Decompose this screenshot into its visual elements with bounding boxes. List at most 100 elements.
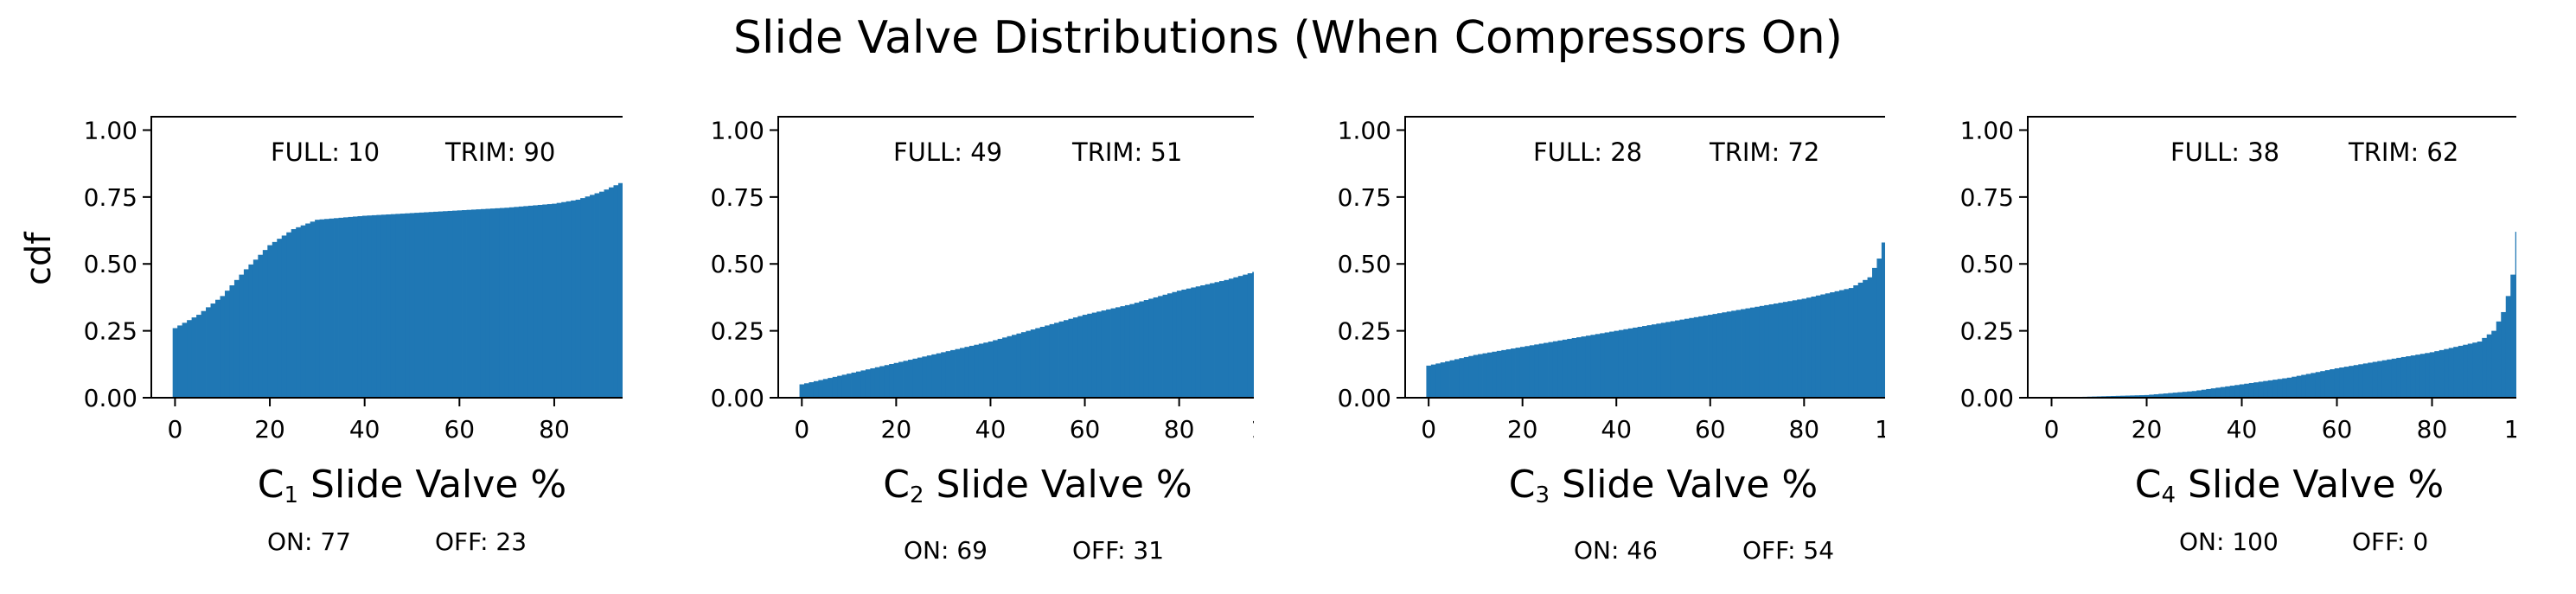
cdf-bar xyxy=(617,182,623,398)
cdf-bar xyxy=(1848,288,1854,398)
cdf-bar xyxy=(476,209,482,398)
cdf-bar xyxy=(813,380,819,398)
trim-annotation: TRIM: 90 xyxy=(444,137,555,167)
cdf-bar xyxy=(2144,394,2150,398)
cdf-bar xyxy=(2510,274,2516,398)
cdf-bar xyxy=(233,279,240,398)
y-tick-label: 0.50 xyxy=(84,250,137,278)
cdf-bar xyxy=(2292,376,2298,398)
cdf-bar xyxy=(2253,382,2260,398)
cdf-bar xyxy=(604,189,610,398)
cdf-bar xyxy=(2191,391,2197,398)
cdf-bar xyxy=(443,211,449,398)
x-tick-label: 20 xyxy=(2132,415,2163,444)
cdf-bar xyxy=(324,219,329,398)
cdf-bar xyxy=(1557,340,1563,398)
x-tick-label: 20 xyxy=(1507,415,1538,444)
cdf-bar xyxy=(1764,304,1770,398)
cdf-bar xyxy=(2372,361,2378,398)
cdf-bar xyxy=(1759,305,1765,398)
cdf-bar xyxy=(1012,335,1017,398)
cdf-bar xyxy=(2429,352,2435,398)
cdf-bar xyxy=(599,191,604,398)
cdf-bar xyxy=(243,269,249,398)
cdf-bar xyxy=(433,211,439,398)
cdf-bar xyxy=(1778,303,1784,398)
cdf-bar xyxy=(1486,352,1493,398)
x-tick-label: 60 xyxy=(1070,415,1101,444)
cdf-bar xyxy=(955,348,961,398)
cdf-bar xyxy=(191,317,197,398)
cdf-bar xyxy=(305,223,311,398)
y-tick-label: 1.00 xyxy=(1338,116,1391,144)
cdf-bar xyxy=(428,212,434,398)
cdf-bar xyxy=(1515,348,1521,398)
x-axis-label-subscript: 2 xyxy=(910,482,924,508)
cdf-bar xyxy=(2496,321,2502,398)
cdf-bar xyxy=(2196,390,2202,398)
cdf-bar xyxy=(1129,303,1135,398)
cdf-bar xyxy=(1745,308,1751,398)
chart-panel-c4: 0.00 0.25 0.50 0.75 1.00 0 20 40 60 80 100 FULL: 38… xyxy=(1894,0,2516,594)
cdf-bar xyxy=(1571,337,1577,398)
cdf-bar xyxy=(1600,333,1606,398)
cdf-bar xyxy=(480,208,486,398)
cdf-bar xyxy=(542,204,548,398)
cdf-bar xyxy=(1830,292,1835,398)
cdf-bar xyxy=(931,354,937,398)
cdf-bar xyxy=(1618,329,1624,398)
cdf-bar xyxy=(1077,316,1083,398)
cdf-bar xyxy=(1633,327,1639,398)
cdf-bar xyxy=(613,185,619,398)
cdf-bar xyxy=(1176,291,1182,398)
cdf-bar xyxy=(2444,348,2450,398)
cdf-bar xyxy=(1430,364,1436,398)
cdf-bar xyxy=(1252,271,1254,398)
cdf-bar xyxy=(1604,332,1610,398)
cdf-bar xyxy=(386,214,392,398)
cdf-bar xyxy=(2320,371,2326,398)
cdf-bar xyxy=(329,218,335,398)
cdf-bar xyxy=(922,356,928,398)
cdf-bar xyxy=(1853,285,1859,398)
cdf-bar xyxy=(2515,232,2516,398)
cdf-bar xyxy=(945,351,951,398)
chart-svg: 0.000.250.500.751.00020406080100FULL: 10… xyxy=(84,116,623,444)
axes-frame xyxy=(150,116,623,399)
cdf-bar xyxy=(889,364,895,398)
x-tick-label: 0 xyxy=(2044,415,2060,444)
cdf-bar xyxy=(1534,344,1540,398)
cdf-bar xyxy=(277,239,283,398)
cdf-bar xyxy=(2415,354,2421,398)
y-tick-label: 0.50 xyxy=(1338,250,1391,278)
cdf-bar xyxy=(1881,242,1885,398)
x-tick-label: 100 xyxy=(1250,415,1254,444)
cdf-bar xyxy=(409,213,415,398)
x-axis-label: C1 Slide Valve % xyxy=(170,463,655,508)
cdf-bar xyxy=(1091,312,1097,398)
cdf-bar xyxy=(310,221,316,398)
cdf-bar xyxy=(1026,330,1032,398)
cdf-bar xyxy=(1214,282,1220,398)
cdf-bar xyxy=(419,212,425,398)
x-axis-label-suffix: Slide Valve % xyxy=(298,463,567,507)
cdf-bar xyxy=(2439,349,2445,398)
cdf-bar xyxy=(1716,313,1723,398)
cdf-bar xyxy=(1815,295,1821,398)
y-tick-label: 0.25 xyxy=(1338,317,1391,346)
cdf-bar xyxy=(2239,384,2245,398)
cdf-bar xyxy=(1867,277,1873,398)
cdf-bar xyxy=(2377,361,2383,398)
cdf-bar xyxy=(1463,356,1469,398)
full-annotation: FULL: 38 xyxy=(2170,137,2279,167)
cdf-bar xyxy=(2158,393,2164,398)
cdf-bar xyxy=(2381,360,2387,398)
cdf-bar xyxy=(1552,341,1558,398)
cdf-bar xyxy=(1482,353,1488,398)
cdf-bar xyxy=(2362,363,2368,398)
cdf-bar xyxy=(580,198,585,398)
cdf-bar xyxy=(1186,288,1192,398)
y-tick-label: 0.50 xyxy=(1960,250,2014,278)
chart-svg: 0.00 0.25 0.50 0.75 1.00 0 20 40 60 80 100 FULL: 38… xyxy=(1960,116,2516,444)
cdf-bar xyxy=(1115,307,1121,398)
